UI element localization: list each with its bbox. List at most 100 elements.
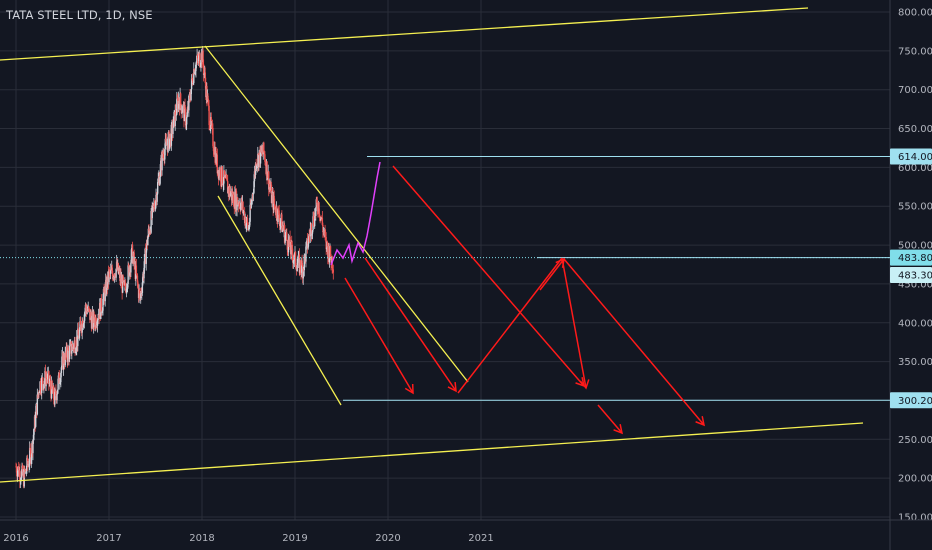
candle-body bbox=[39, 381, 42, 392]
candle-body bbox=[266, 161, 268, 180]
projection-arrow-2-head bbox=[447, 381, 457, 393]
candle-body bbox=[111, 267, 113, 274]
candle-body bbox=[148, 228, 150, 231]
candle-body bbox=[146, 240, 148, 251]
candle-body bbox=[309, 235, 311, 237]
candle-body bbox=[180, 103, 182, 113]
candle-body bbox=[165, 138, 167, 141]
candle-body bbox=[130, 249, 133, 263]
candle-body bbox=[196, 55, 199, 59]
candle-body bbox=[192, 83, 194, 84]
candle-body bbox=[138, 289, 141, 294]
candle-body bbox=[102, 298, 104, 311]
candle-body bbox=[195, 61, 198, 64]
candle-body bbox=[311, 233, 313, 236]
candle-body bbox=[191, 78, 193, 80]
candle-body bbox=[60, 372, 62, 383]
candle-body bbox=[269, 184, 271, 188]
candle-body bbox=[38, 391, 41, 393]
candle-body bbox=[280, 222, 282, 224]
candle-body bbox=[60, 367, 63, 373]
candle-body bbox=[254, 163, 257, 175]
candle-body bbox=[57, 378, 59, 390]
candle-body bbox=[170, 124, 173, 146]
price-tag bbox=[890, 249, 932, 266]
x-tick-label: 2017 bbox=[96, 533, 121, 544]
candle-body bbox=[324, 234, 327, 238]
candle-body bbox=[260, 146, 262, 152]
candle-body bbox=[194, 71, 196, 75]
candle-body bbox=[136, 275, 139, 283]
candle-body bbox=[199, 53, 201, 67]
x-tick-label: 2019 bbox=[282, 533, 307, 544]
candle-body bbox=[183, 105, 186, 122]
candle-body bbox=[264, 154, 266, 162]
candle-body bbox=[292, 260, 295, 263]
candle-body bbox=[165, 140, 168, 146]
candle-body bbox=[63, 355, 65, 364]
candle-body bbox=[175, 109, 177, 116]
projection-arrow-1 bbox=[344, 277, 414, 394]
candle-body bbox=[56, 389, 59, 395]
candle-body bbox=[293, 260, 295, 262]
candle-body bbox=[80, 324, 82, 332]
candle-body bbox=[163, 153, 165, 159]
candle-body bbox=[283, 225, 286, 243]
candle-body bbox=[263, 142, 265, 152]
candle-body bbox=[95, 317, 97, 327]
candle-body bbox=[295, 265, 297, 269]
candle-body bbox=[41, 377, 43, 393]
candle-body bbox=[127, 265, 129, 284]
projection-arrow-4-head bbox=[575, 377, 586, 388]
candle-body bbox=[91, 315, 93, 329]
candle-body bbox=[132, 256, 134, 264]
candle-body bbox=[207, 95, 209, 100]
candle-body bbox=[140, 292, 142, 294]
candle-body bbox=[208, 105, 210, 126]
candle-body bbox=[247, 229, 250, 230]
y-tick-label: 800.00 bbox=[898, 8, 932, 19]
candle-body bbox=[313, 212, 316, 227]
candle-body bbox=[193, 69, 196, 75]
chart-title: TATA STEEL LTD, 1D, NSE bbox=[6, 8, 153, 22]
candle-body bbox=[135, 265, 138, 274]
candle-body bbox=[77, 328, 79, 347]
candle-body bbox=[15, 466, 18, 473]
candle-body bbox=[64, 351, 66, 366]
candle-body bbox=[209, 129, 211, 130]
candle-body bbox=[30, 450, 32, 464]
candle-body bbox=[188, 95, 190, 111]
candle-body bbox=[90, 312, 92, 318]
falling-channel-upper bbox=[204, 45, 469, 383]
candle-body bbox=[315, 199, 318, 208]
price-tag-label: 300.20 bbox=[898, 396, 932, 407]
candle-body bbox=[274, 203, 276, 206]
y-tick-label: 400.00 bbox=[898, 318, 932, 329]
candle-body bbox=[25, 470, 28, 472]
candle-body bbox=[179, 93, 182, 104]
candle-body bbox=[293, 253, 296, 261]
candle-body bbox=[277, 208, 280, 211]
candle-body bbox=[251, 201, 253, 203]
candle-body bbox=[263, 151, 266, 155]
candle-body bbox=[78, 329, 81, 339]
candle-body bbox=[182, 106, 184, 113]
candle-body bbox=[268, 171, 270, 190]
candle-body bbox=[88, 306, 90, 309]
x-tick-label: 2018 bbox=[189, 533, 214, 544]
candle-body bbox=[212, 127, 214, 147]
candle-body bbox=[109, 269, 112, 274]
candle-body bbox=[103, 289, 105, 293]
candle-body bbox=[302, 268, 304, 279]
candle-body bbox=[96, 319, 99, 326]
candle-body bbox=[236, 197, 239, 205]
candle-body bbox=[194, 70, 197, 72]
candle-body bbox=[240, 202, 242, 210]
candle-body bbox=[115, 268, 117, 278]
candle-body bbox=[245, 223, 248, 228]
candle-body bbox=[328, 258, 331, 263]
candle-body bbox=[315, 207, 317, 216]
candle-body bbox=[259, 146, 262, 164]
